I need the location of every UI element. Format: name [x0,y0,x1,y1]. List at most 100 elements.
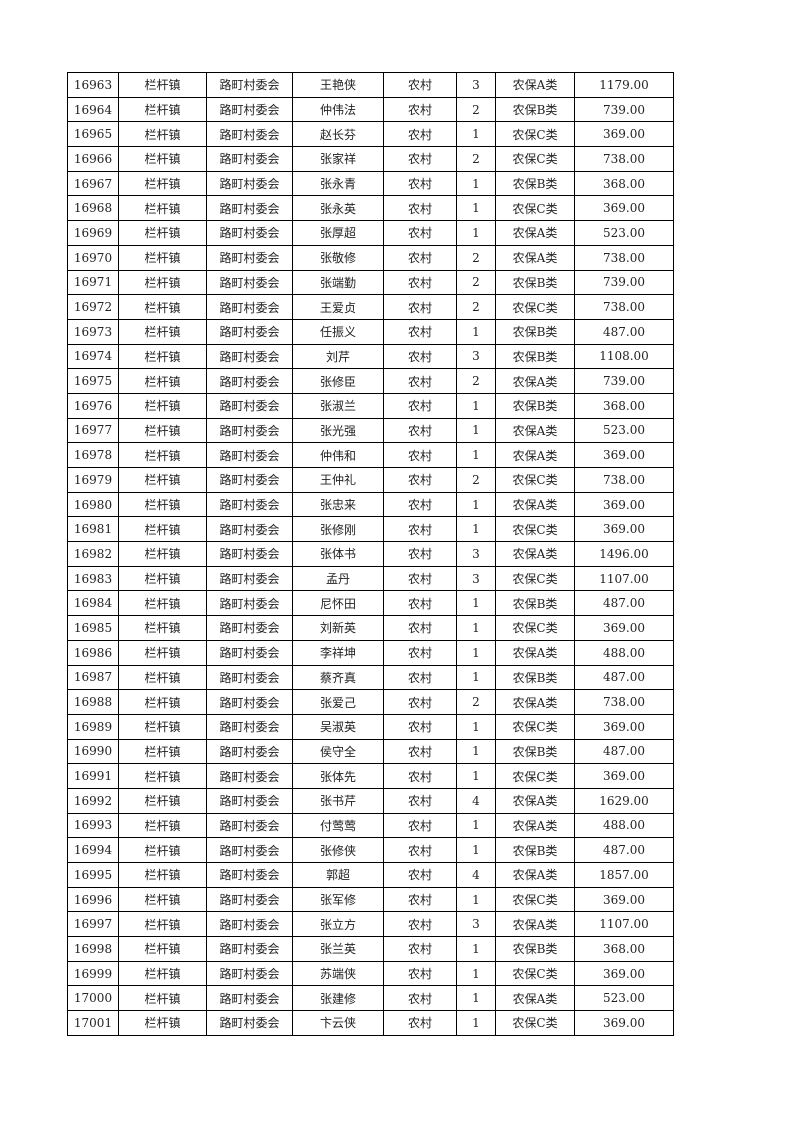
town-cell: 栏杆镇 [118,343,207,370]
table-row: 16983 栏杆镇 路町村委会 孟丹 农村 3 农保C类 1107.00 [67,565,674,592]
table-row: 16973 栏杆镇 路町村委会 任振义 农村 1 农保B类 487.00 [67,318,674,345]
amount-cell: 739.00 [574,96,674,123]
town-cell: 栏杆镇 [118,886,207,913]
amount-cell: 368.00 [574,392,674,419]
amount-cell: 1107.00 [574,565,674,592]
amount-cell: 1108.00 [574,343,674,370]
town-cell: 栏杆镇 [118,269,207,296]
area-type-cell: 农村 [383,294,457,320]
area-type-cell: 农村 [383,343,457,370]
person-name-cell: 张敬修 [292,244,384,271]
area-type-cell: 农村 [383,590,457,617]
table-row: 16982 栏杆镇 路町村委会 张体书 农村 3 农保A类 1496.00 [67,541,674,567]
village-committee-cell: 路町村委会 [206,763,293,789]
household-count-cell: 1 [456,318,496,345]
amount-cell: 369.00 [574,442,674,468]
village-committee-cell: 路町村委会 [206,960,293,987]
insurance-category-cell: 农保C类 [495,294,575,320]
area-type-cell: 农村 [383,195,457,222]
town-cell: 栏杆镇 [118,294,207,320]
insurance-category-cell: 农保C类 [495,763,575,789]
household-count-cell: 3 [456,911,496,938]
person-name-cell: 仲伟法 [292,96,384,123]
household-count-cell: 1 [456,491,496,518]
household-count-cell: 3 [456,72,496,98]
town-cell: 栏杆镇 [118,467,207,493]
amount-cell: 738.00 [574,244,674,271]
row-number-cell: 16972 [67,294,119,320]
area-type-cell: 农村 [383,368,457,394]
table-row: 16991 栏杆镇 路町村委会 张体先 农村 1 农保C类 369.00 [67,763,674,789]
table-body: 16963 栏杆镇 路町村委会 王艳侠 农村 3 农保A类 1179.00 16964 栏杆镇 路町… [67,72,674,1036]
village-committee-cell: 路町村委会 [206,787,293,814]
row-number-cell: 16985 [67,615,119,641]
table-row: 16996 栏杆镇 路町村委会 张军修 农村 1 农保C类 369.00 [67,886,674,913]
household-count-cell: 1 [456,516,496,543]
village-committee-cell: 路町村委会 [206,491,293,518]
insurance-category-cell: 农保A类 [495,812,575,839]
amount-cell: 1107.00 [574,911,674,938]
table-row: 17000 栏杆镇 路町村委会 张建修 农村 1 农保A类 523.00 [67,985,674,1012]
household-count-cell: 1 [456,936,496,962]
amount-cell: 487.00 [574,318,674,345]
amount-cell: 523.00 [574,985,674,1012]
household-count-cell: 1 [456,837,496,863]
household-count-cell: 2 [456,244,496,271]
insurance-category-cell: 农保A类 [495,442,575,468]
table-row: 16977 栏杆镇 路町村委会 张光强 农村 1 农保A类 523.00 [67,417,674,444]
area-type-cell: 农村 [383,72,457,98]
area-type-cell: 农村 [383,170,457,197]
town-cell: 栏杆镇 [118,541,207,567]
row-number-cell: 16992 [67,787,119,814]
town-cell: 栏杆镇 [118,812,207,839]
household-count-cell: 4 [456,787,496,814]
insurance-category-cell: 农保A类 [495,862,575,888]
amount-cell: 369.00 [574,960,674,987]
amount-cell: 1857.00 [574,862,674,888]
town-cell: 栏杆镇 [118,664,207,691]
insurance-category-cell: 农保A类 [495,541,575,567]
insurance-category-cell: 农保B类 [495,170,575,197]
person-name-cell: 张军修 [292,886,384,913]
person-name-cell: 张忠来 [292,491,384,518]
person-name-cell: 张修臣 [292,368,384,394]
row-number-cell: 16997 [67,911,119,938]
household-count-cell: 3 [456,565,496,592]
amount-cell: 368.00 [574,936,674,962]
amount-cell: 487.00 [574,664,674,691]
village-committee-cell: 路町村委会 [206,1010,293,1036]
area-type-cell: 农村 [383,639,457,666]
row-number-cell: 16989 [67,713,119,740]
insurance-category-cell: 农保A类 [495,368,575,394]
town-cell: 栏杆镇 [118,911,207,938]
insurance-category-cell: 农保B类 [495,590,575,617]
amount-cell: 487.00 [574,837,674,863]
table-row: 16997 栏杆镇 路町村委会 张立方 农村 3 农保A类 1107.00 [67,911,674,938]
person-name-cell: 郭超 [292,862,384,888]
amount-cell: 738.00 [574,294,674,320]
town-cell: 栏杆镇 [118,442,207,468]
village-committee-cell: 路町村委会 [206,639,293,666]
amount-cell: 488.00 [574,812,674,839]
insurance-category-cell: 农保B类 [495,343,575,370]
village-committee-cell: 路町村委会 [206,738,293,765]
amount-cell: 487.00 [574,738,674,765]
amount-cell: 488.00 [574,639,674,666]
person-name-cell: 张端勤 [292,269,384,296]
person-name-cell: 刘新英 [292,615,384,641]
row-number-cell: 16991 [67,763,119,789]
insurance-category-cell: 农保C类 [495,467,575,493]
village-committee-cell: 路町村委会 [206,72,293,98]
table-row: 16992 栏杆镇 路町村委会 张书芹 农村 4 农保A类 1629.00 [67,787,674,814]
area-type-cell: 农村 [383,1010,457,1036]
amount-cell: 738.00 [574,467,674,493]
village-committee-cell: 路町村委会 [206,318,293,345]
table-row: 16988 栏杆镇 路町村委会 张爱己 农村 2 农保A类 738.00 [67,689,674,715]
row-number-cell: 16990 [67,738,119,765]
insurance-category-cell: 农保B类 [495,318,575,345]
row-number-cell: 16966 [67,146,119,172]
village-committee-cell: 路町村委会 [206,269,293,296]
area-type-cell: 农村 [383,615,457,641]
town-cell: 栏杆镇 [118,862,207,888]
table-row: 16970 栏杆镇 路町村委会 张敬修 农村 2 农保A类 738.00 [67,244,674,271]
